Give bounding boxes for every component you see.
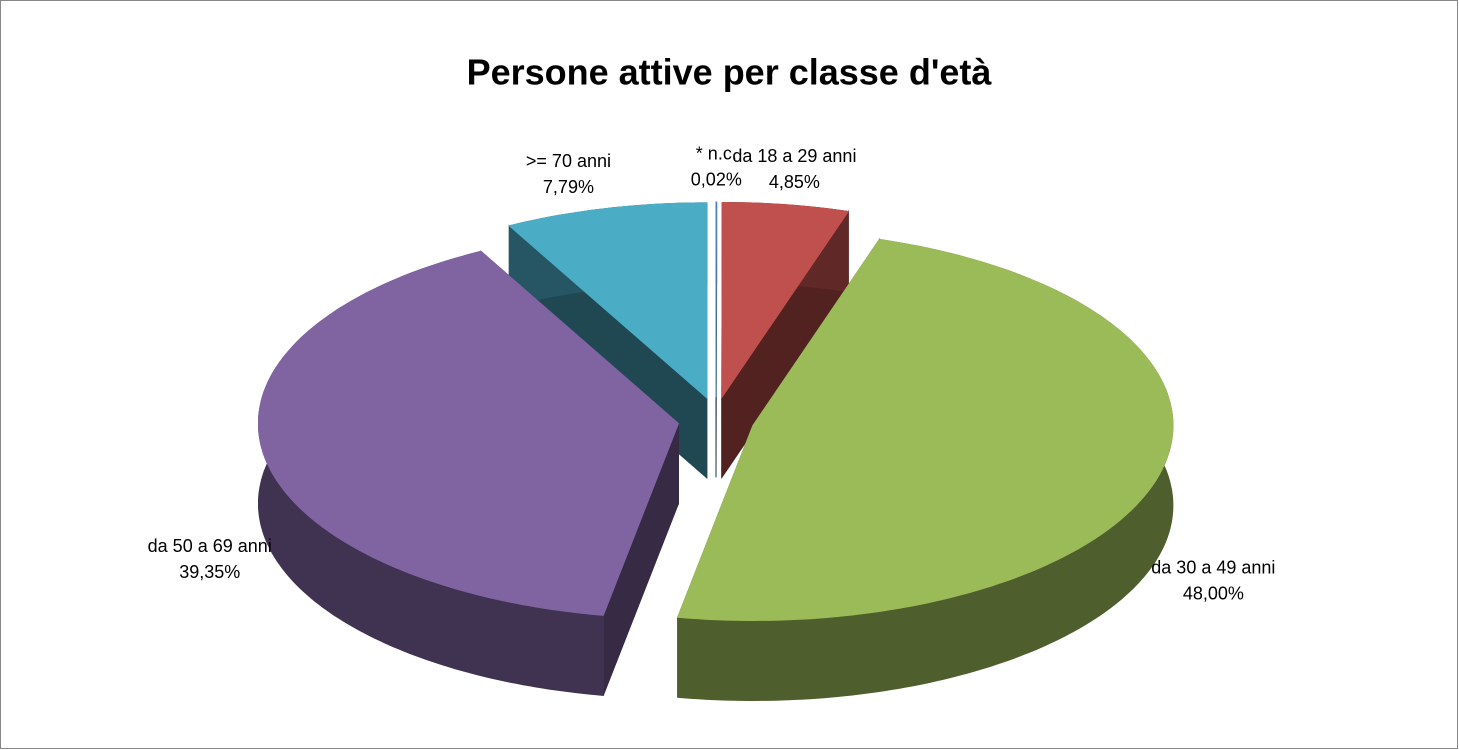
slice-label: da 50 a 69 anni bbox=[148, 536, 272, 556]
slice bbox=[721, 202, 850, 400]
chart-title: Persone attive per classe d'età bbox=[467, 52, 993, 93]
slice-value-label: 0,02% bbox=[691, 169, 742, 189]
slice-value-label: 7,79% bbox=[543, 177, 594, 197]
slice bbox=[258, 250, 680, 616]
slice bbox=[715, 201, 718, 398]
slice-label: * n.c. bbox=[696, 143, 737, 163]
slice bbox=[676, 238, 1174, 621]
slice bbox=[508, 202, 708, 399]
slice-label: >= 70 anni bbox=[526, 151, 611, 171]
slice-value-label: 4,85% bbox=[769, 172, 820, 192]
slice-value-label: 39,35% bbox=[179, 562, 240, 582]
slice-label: da 18 a 29 anni bbox=[732, 146, 856, 166]
slice-value-label: 48,00% bbox=[1183, 584, 1244, 604]
slice-label: da 30 a 49 anni bbox=[1151, 558, 1275, 578]
